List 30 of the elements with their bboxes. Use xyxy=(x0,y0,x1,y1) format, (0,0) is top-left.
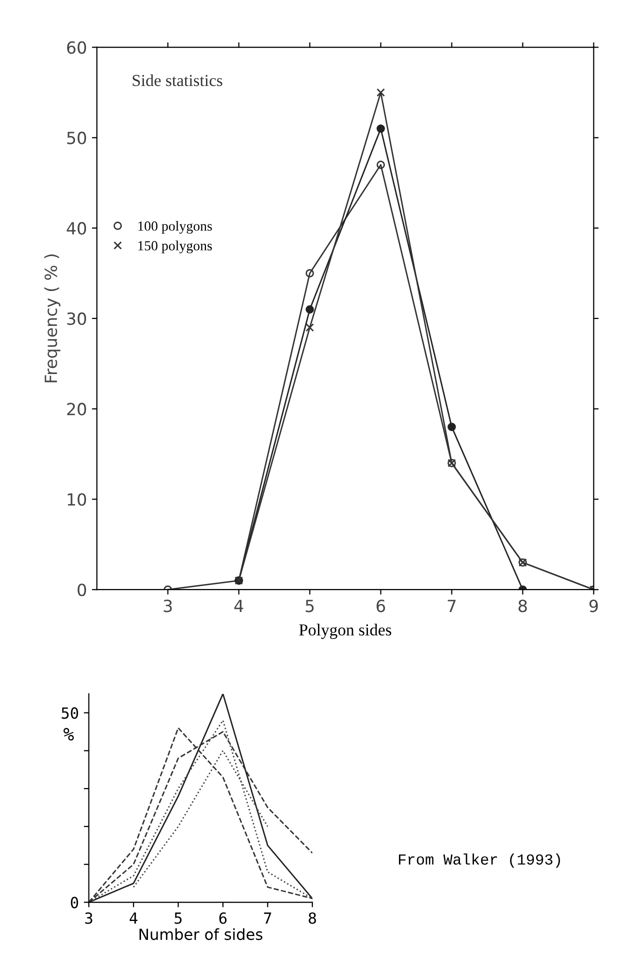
y-tick-label: 40 xyxy=(66,222,86,235)
x-tick-label: 3 xyxy=(85,912,92,924)
x-tick-label: 3 xyxy=(164,600,172,612)
y-tick-label: 10 xyxy=(68,493,86,506)
y-tick-label: 30 xyxy=(67,312,86,326)
x-tick-label: 6 xyxy=(376,600,386,612)
text: From Walker (1993) xyxy=(398,853,560,868)
legend-label: 150 polygons xyxy=(138,240,212,254)
y-tick-label: 0 xyxy=(70,896,78,908)
x-tick-label: 6 xyxy=(219,912,227,924)
y-axis-title: Frequency ( % ) xyxy=(44,254,60,382)
text: Side statistics xyxy=(132,74,222,86)
x-tick-label: 5 xyxy=(306,600,314,612)
legend-label: 100 polygons xyxy=(138,220,212,234)
x-tick-label: 9 xyxy=(589,600,598,612)
x-tick-label: 5 xyxy=(174,912,182,924)
y-tick-label: 50 xyxy=(67,132,86,144)
y-axis-title: % xyxy=(64,728,74,741)
y-tick-label: 60 xyxy=(67,41,86,54)
x-axis-title: Polygon sides xyxy=(299,624,392,639)
y-tick-label: 20 xyxy=(67,402,86,416)
x-tick-label: 4 xyxy=(130,912,138,924)
x-tick-label: 8 xyxy=(518,600,527,612)
x-axis-title: Number of sides xyxy=(140,928,262,940)
x-tick-label: 7 xyxy=(264,912,272,924)
y-tick-label: 0 xyxy=(78,584,86,596)
x-tick-label: 4 xyxy=(234,600,244,612)
y-tick-label: 50 xyxy=(62,707,78,719)
x-tick-label: 8 xyxy=(308,912,316,924)
x-tick-label: 7 xyxy=(448,600,456,612)
